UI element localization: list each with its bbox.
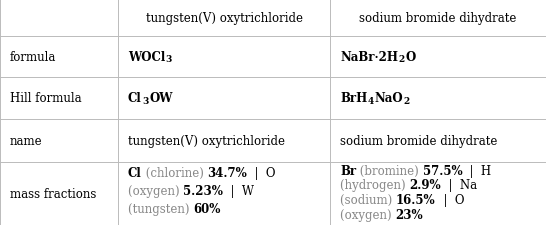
- Text: 2: 2: [399, 55, 405, 64]
- Text: NaBr·2H: NaBr·2H: [340, 51, 398, 64]
- Text: 16.5%: 16.5%: [396, 193, 436, 206]
- Text: formula: formula: [10, 51, 56, 64]
- Text: 2: 2: [403, 97, 410, 106]
- Text: 3: 3: [166, 55, 172, 64]
- Text: (chlorine): (chlorine): [142, 166, 207, 180]
- Text: |  H: | H: [462, 164, 491, 177]
- Text: Cl: Cl: [128, 166, 142, 180]
- Text: sodium bromide dihydrate: sodium bromide dihydrate: [340, 134, 497, 147]
- Text: |  O: | O: [436, 193, 464, 206]
- Text: (tungsten): (tungsten): [128, 202, 193, 215]
- Text: |  O: | O: [247, 166, 276, 180]
- Text: (oxygen): (oxygen): [340, 208, 395, 220]
- Text: sodium bromide dihydrate: sodium bromide dihydrate: [359, 12, 517, 25]
- Text: Br: Br: [340, 164, 356, 177]
- Text: 57.5%: 57.5%: [423, 164, 462, 177]
- Text: Cl: Cl: [128, 92, 142, 105]
- Text: 5.23%: 5.23%: [183, 184, 223, 197]
- Text: mass fractions: mass fractions: [10, 187, 97, 200]
- Text: Hill formula: Hill formula: [10, 92, 81, 105]
- Text: name: name: [10, 134, 43, 147]
- Text: NaO: NaO: [375, 92, 403, 105]
- Text: 3: 3: [143, 97, 149, 106]
- Text: |  W: | W: [223, 184, 254, 197]
- Text: O: O: [405, 51, 416, 64]
- Text: (bromine): (bromine): [356, 164, 423, 177]
- Text: 23%: 23%: [395, 208, 423, 220]
- Text: tungsten(V) oxytrichloride: tungsten(V) oxytrichloride: [145, 12, 302, 25]
- Text: OW: OW: [149, 92, 173, 105]
- Text: 4: 4: [368, 97, 374, 106]
- Text: 34.7%: 34.7%: [207, 166, 247, 180]
- Text: (hydrogen): (hydrogen): [340, 178, 410, 191]
- Text: WOCl: WOCl: [128, 51, 165, 64]
- Text: 2.9%: 2.9%: [410, 178, 441, 191]
- Text: BrH: BrH: [340, 92, 367, 105]
- Text: (sodium): (sodium): [340, 193, 396, 206]
- Text: 60%: 60%: [193, 202, 221, 215]
- Text: |  Na: | Na: [441, 178, 477, 191]
- Text: tungsten(V) oxytrichloride: tungsten(V) oxytrichloride: [128, 134, 285, 147]
- Text: (oxygen): (oxygen): [128, 184, 183, 197]
